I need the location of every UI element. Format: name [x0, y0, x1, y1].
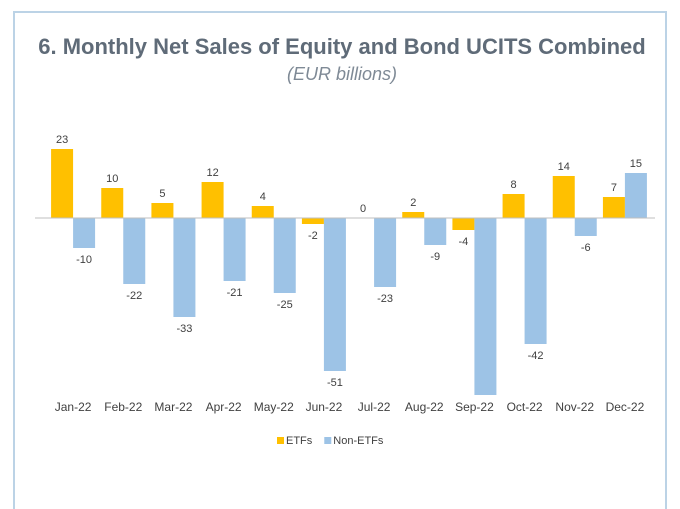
data-label: 0	[360, 203, 366, 215]
legend-swatch	[277, 437, 284, 444]
chart-title: 6. Monthly Net Sales of Equity and Bond …	[38, 34, 645, 59]
data-label: -51	[327, 377, 343, 389]
bar	[151, 203, 174, 218]
data-label: 15	[630, 158, 642, 170]
data-label: -6	[581, 242, 591, 254]
bar	[201, 182, 224, 218]
bar	[502, 194, 525, 218]
x-tick-label: Jun-22	[306, 400, 343, 414]
x-tick-label: Sep-22	[455, 400, 494, 414]
bar	[452, 218, 475, 230]
data-label: -10	[76, 254, 92, 266]
bar	[273, 218, 296, 293]
x-tick-label: Mar-22	[154, 400, 192, 414]
bar	[474, 218, 497, 395]
legend-label: ETFs	[286, 435, 313, 447]
data-label: 2	[410, 197, 416, 209]
data-label: 14	[558, 161, 570, 173]
bar	[123, 218, 146, 284]
data-label: 5	[159, 188, 165, 200]
x-tick-label: Jan-22	[55, 400, 92, 414]
x-tick-label: Dec-22	[606, 400, 645, 414]
x-tick-label: Aug-22	[405, 400, 444, 414]
data-label: 8	[511, 179, 517, 191]
bar	[73, 218, 96, 248]
data-label: 10	[106, 173, 118, 185]
data-label: -25	[277, 299, 293, 311]
bar	[524, 218, 547, 344]
data-label: -42	[528, 350, 544, 362]
x-tick-label: May-22	[254, 400, 294, 414]
x-tick-label: Jul-22	[358, 400, 391, 414]
bar	[574, 218, 597, 236]
bar	[402, 212, 425, 218]
bar	[602, 197, 625, 218]
frame	[13, 11, 667, 509]
data-label: -21	[227, 287, 243, 299]
bar	[624, 173, 647, 218]
data-label: -9	[430, 251, 440, 263]
bar	[251, 206, 274, 218]
data-label: 12	[206, 167, 218, 179]
bar	[374, 218, 397, 287]
data-label: -2	[308, 230, 318, 242]
x-tick-label: Feb-22	[104, 400, 142, 414]
x-tick-label: Apr-22	[206, 400, 242, 414]
bar	[323, 218, 346, 371]
bar	[51, 149, 74, 218]
data-label: 4	[260, 191, 266, 203]
bar	[173, 218, 196, 317]
legend-swatch	[324, 437, 332, 444]
data-label: -22	[126, 290, 142, 302]
bar	[424, 218, 447, 245]
data-label: 7	[611, 182, 617, 194]
bar	[301, 218, 324, 224]
data-label: -23	[377, 293, 393, 305]
data-label: -33	[176, 323, 192, 335]
data-label: 23	[56, 134, 68, 146]
chart-subtitle: (EUR billions)	[287, 64, 397, 84]
x-tick-label: Nov-22	[555, 400, 594, 414]
data-label: -4	[459, 236, 469, 248]
bar	[223, 218, 246, 281]
bar	[552, 176, 575, 218]
bar	[101, 188, 124, 218]
legend-label: Non-ETFs	[333, 435, 384, 447]
x-tick-label: Oct-22	[507, 400, 543, 414]
